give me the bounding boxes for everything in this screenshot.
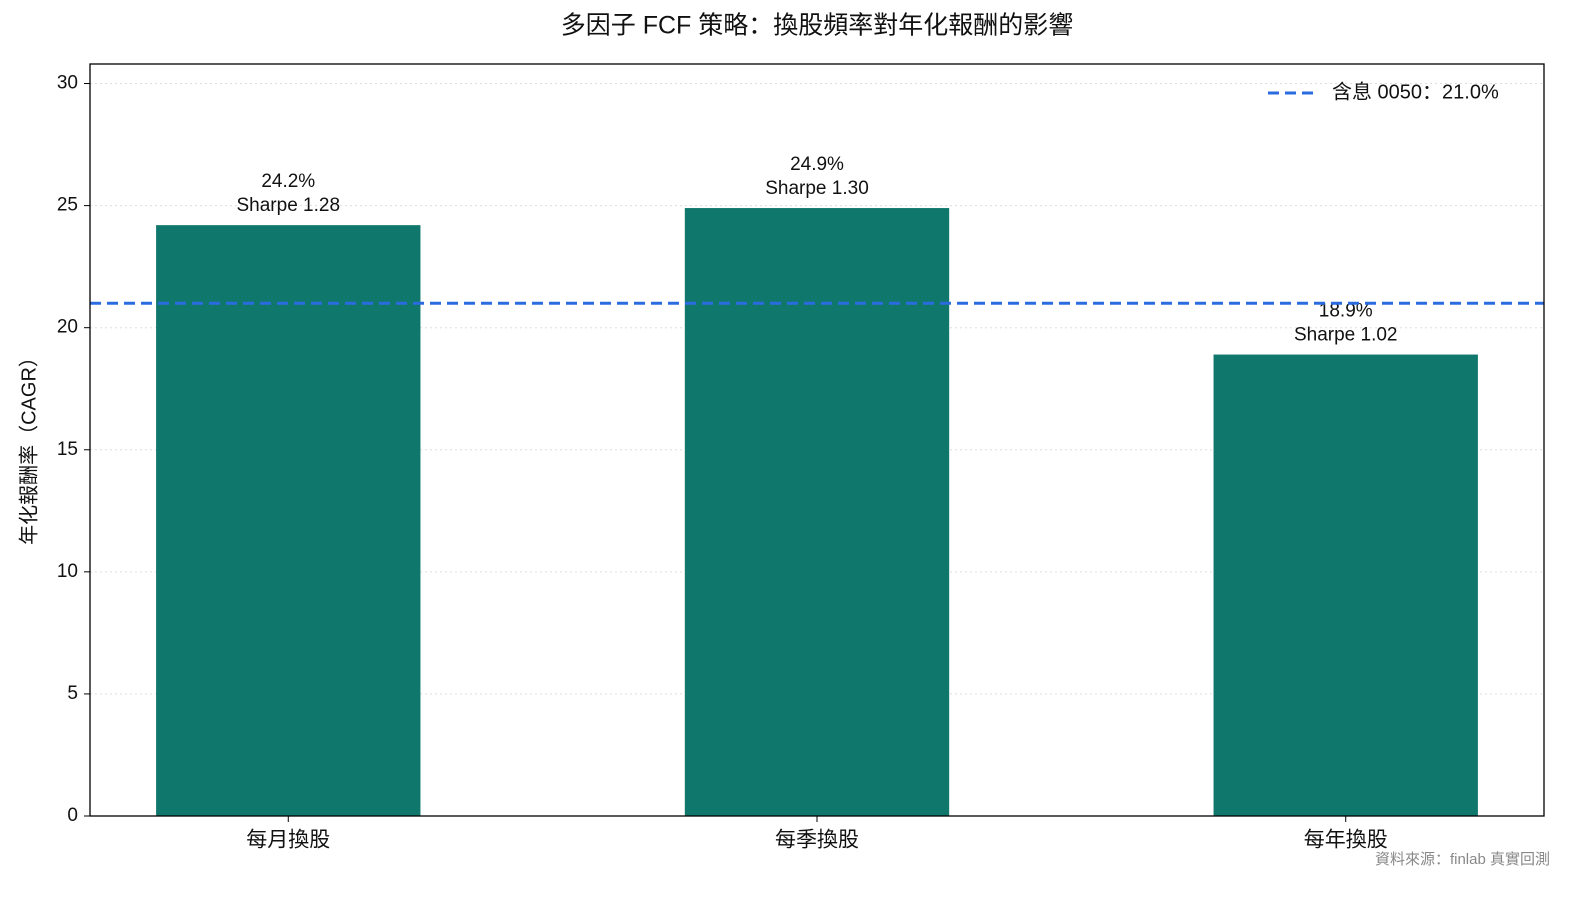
bar — [156, 225, 421, 817]
y-tick-label: 30 — [57, 73, 78, 94]
y-axis-label: 年化報酬率（CAGR） — [17, 347, 40, 545]
y-tick-label: 25 — [57, 195, 78, 216]
y-tick-label: 15 — [57, 439, 78, 460]
x-tick-label: 每年換股 — [1304, 829, 1388, 852]
x-tick-label: 每月換股 — [246, 829, 330, 852]
value-label: 24.2% — [261, 171, 315, 192]
y-tick-label: 5 — [67, 683, 78, 704]
sharpe-label: Sharpe 1.28 — [237, 195, 341, 216]
bar — [1213, 354, 1478, 816]
value-label: 24.9% — [790, 154, 844, 175]
y-tick-label: 0 — [67, 805, 78, 826]
sharpe-label: Sharpe 1.02 — [1294, 325, 1398, 346]
footnote: 資料來源：finlab 真實回測 — [1375, 850, 1550, 868]
value-label: 18.9% — [1319, 301, 1373, 322]
frame — [89, 63, 1545, 817]
x-tick-label: 每季換股 — [775, 829, 859, 852]
y-tick-label: 10 — [57, 561, 78, 582]
sharpe-label: Sharpe 1.30 — [765, 178, 869, 199]
y-tick-label: 20 — [57, 317, 78, 338]
chart-title: 多因子 FCF 策略：換股頻率對年化報酬的影響 — [561, 12, 1074, 40]
legend-label: 含息 0050：21.0% — [1332, 80, 1499, 103]
bar — [684, 208, 950, 816]
